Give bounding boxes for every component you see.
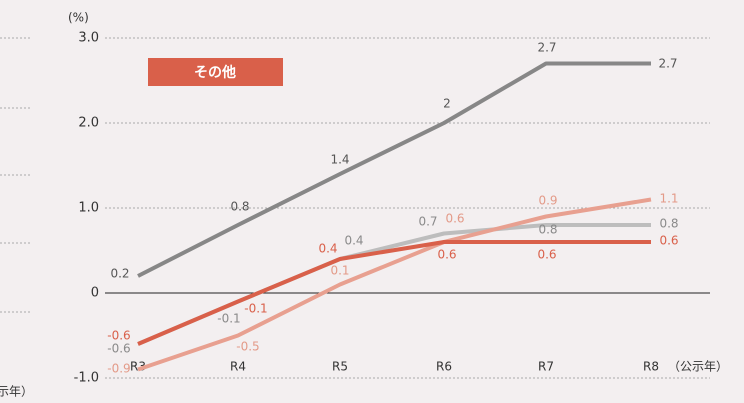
data-label: -0.5 xyxy=(236,340,259,354)
y-tick-label: 0 xyxy=(91,286,99,301)
data-label: 0.1 xyxy=(330,264,349,278)
annotation-box xyxy=(148,58,283,86)
cropped-axis-label: （公示年） xyxy=(0,385,33,399)
data-label: -0.6 xyxy=(107,342,130,356)
data-label: 0.8 xyxy=(230,200,249,214)
y-tick-label: 1.0 xyxy=(78,201,99,216)
x-tick-label: R6 xyxy=(436,360,452,374)
y-tick-label: -1.0 xyxy=(74,371,99,386)
data-label: 0.6 xyxy=(437,248,456,262)
y-unit-label: (%) xyxy=(68,11,89,25)
series-line xyxy=(137,240,651,346)
data-label: -0.1 xyxy=(244,302,267,316)
data-label: 0.6 xyxy=(659,234,678,248)
data-label: 0.8 xyxy=(538,223,557,237)
data-label: 0.4 xyxy=(318,242,337,256)
annotation: その他 xyxy=(194,64,236,81)
data-label: 1.4 xyxy=(330,153,349,167)
data-label: 2 xyxy=(443,97,451,111)
data-label: 0.9 xyxy=(538,194,557,208)
data-label: 2.7 xyxy=(537,41,556,55)
y-tick-label: 3.0 xyxy=(78,31,99,46)
x-tick-label: R8 xyxy=(643,360,659,374)
data-label: 0.7 xyxy=(418,215,437,229)
x-axis-label: （公示年） xyxy=(668,360,728,374)
data-label: 0.6 xyxy=(537,248,556,262)
data-label: 0.2 xyxy=(110,267,129,281)
data-label: -0.6 xyxy=(107,329,130,343)
data-label: 2.7 xyxy=(658,57,677,71)
x-tick-label: R5 xyxy=(332,360,348,374)
cropped-grid xyxy=(0,37,30,313)
data-label: 0.8 xyxy=(659,217,678,231)
data-label: -0.1 xyxy=(217,312,240,326)
data-label: 0.6 xyxy=(445,212,464,226)
series-line xyxy=(137,197,652,372)
y-tick-label: 2.0 xyxy=(78,116,99,131)
data-label: 0.4 xyxy=(344,234,363,248)
x-tick-label: R7 xyxy=(538,360,554,374)
x-tick-label: R4 xyxy=(230,360,246,374)
data-label: -0.9 xyxy=(107,362,130,376)
series-line xyxy=(137,61,651,278)
data-label: 1.1 xyxy=(659,192,678,206)
